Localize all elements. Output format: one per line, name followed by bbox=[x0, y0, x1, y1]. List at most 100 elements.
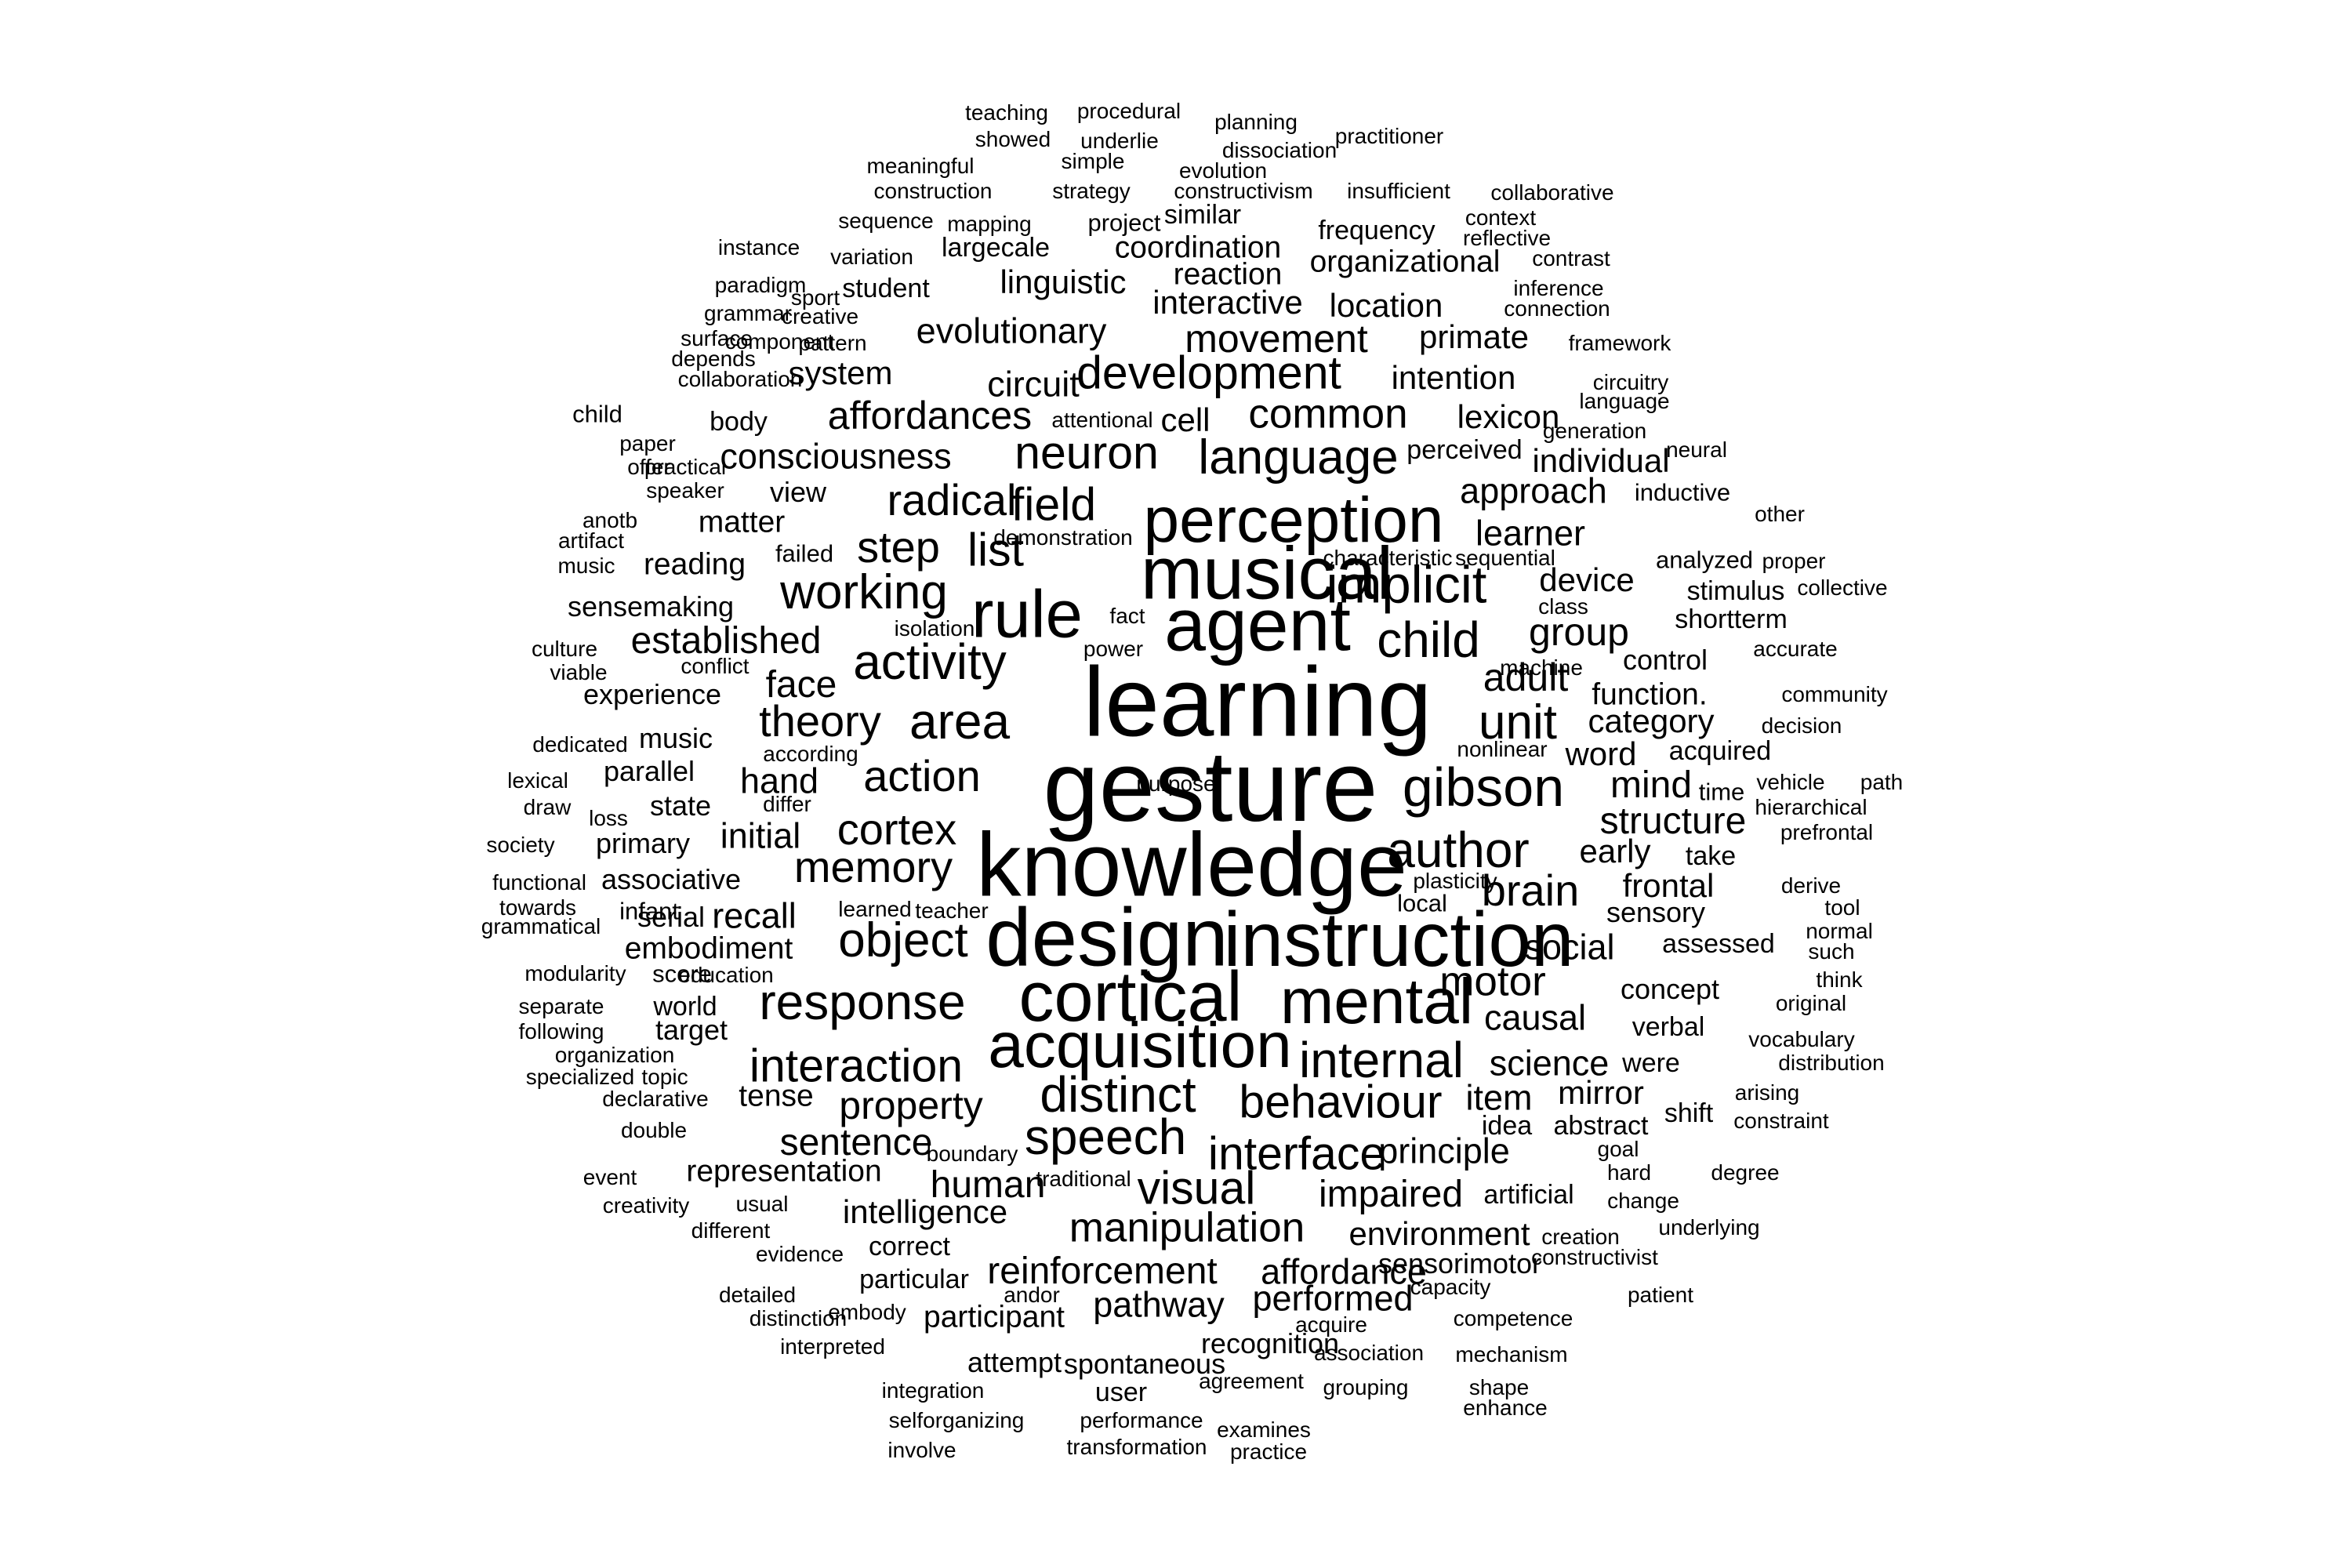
word: vocabulary bbox=[1748, 1027, 1855, 1051]
word: acquired bbox=[1668, 736, 1772, 766]
word: planning bbox=[1214, 110, 1298, 134]
word: response bbox=[759, 974, 966, 1030]
word: surface bbox=[681, 326, 753, 350]
word: loss bbox=[589, 806, 628, 830]
word: music bbox=[557, 554, 615, 578]
word: acquire bbox=[1295, 1312, 1367, 1337]
word: competence bbox=[1453, 1306, 1573, 1330]
word: behaviour bbox=[1239, 1076, 1443, 1128]
word: collaboration bbox=[677, 367, 803, 391]
word: representation bbox=[686, 1154, 882, 1189]
word: original bbox=[1775, 991, 1847, 1015]
word: were bbox=[1622, 1048, 1680, 1078]
word: view bbox=[769, 476, 827, 508]
word: infant bbox=[619, 897, 679, 925]
word: isolation bbox=[894, 616, 975, 641]
word: design bbox=[985, 891, 1229, 984]
word: frequency bbox=[1318, 216, 1436, 245]
word: local bbox=[1397, 889, 1447, 917]
word: common bbox=[1248, 390, 1408, 437]
word: individual bbox=[1532, 442, 1670, 479]
word: visual bbox=[1137, 1162, 1256, 1214]
word: circuit bbox=[987, 364, 1080, 405]
word: field bbox=[1011, 478, 1097, 531]
word: consciousness bbox=[720, 436, 952, 477]
word: gibson bbox=[1402, 757, 1565, 818]
word: neural bbox=[1666, 437, 1727, 462]
word: demonstration bbox=[993, 525, 1133, 550]
word: dedicated bbox=[532, 732, 628, 757]
word: development bbox=[1076, 347, 1341, 399]
word: paper bbox=[619, 431, 676, 456]
word: category bbox=[1588, 702, 1715, 739]
word: location bbox=[1329, 287, 1443, 324]
word: speaker bbox=[646, 478, 724, 503]
word: purpose bbox=[1136, 771, 1216, 796]
word: teaching bbox=[965, 100, 1048, 125]
word: similar bbox=[1163, 200, 1242, 230]
word: user bbox=[1094, 1377, 1148, 1407]
word: perception bbox=[1143, 485, 1444, 556]
word: sensory bbox=[1606, 896, 1706, 928]
word: embody bbox=[828, 1300, 906, 1324]
word: sentence bbox=[779, 1122, 933, 1163]
word: shape bbox=[1468, 1375, 1530, 1399]
word: principle bbox=[1378, 1131, 1510, 1171]
word: motor bbox=[1439, 958, 1546, 1005]
word: social bbox=[1524, 927, 1615, 967]
word: mapping bbox=[947, 212, 1032, 236]
word: think bbox=[1816, 967, 1863, 992]
word: shortterm bbox=[1675, 604, 1788, 634]
word: interaction bbox=[749, 1040, 964, 1092]
word: event bbox=[583, 1165, 637, 1189]
word: nonlinear bbox=[1457, 737, 1548, 761]
word: lexicon bbox=[1457, 398, 1560, 435]
word: variation bbox=[830, 245, 913, 269]
word: topic bbox=[641, 1065, 688, 1089]
word: class bbox=[1538, 594, 1588, 619]
word: verbal bbox=[1632, 1012, 1705, 1042]
word: distribution bbox=[1778, 1051, 1885, 1075]
word: tense bbox=[739, 1079, 814, 1113]
word: education bbox=[678, 963, 774, 987]
word: functional bbox=[492, 870, 586, 895]
word: attentional bbox=[1051, 408, 1153, 432]
word: acquisition bbox=[988, 1010, 1292, 1081]
word: conflict bbox=[681, 654, 750, 678]
word: initial bbox=[720, 815, 801, 856]
word: internal bbox=[1299, 1032, 1464, 1088]
word: analyzed bbox=[1655, 546, 1754, 574]
word: learned bbox=[838, 897, 912, 921]
word: practice bbox=[1229, 1439, 1308, 1464]
word: sequence bbox=[838, 209, 934, 233]
word: author bbox=[1387, 822, 1530, 878]
word: idea bbox=[1481, 1111, 1533, 1141]
word: intention bbox=[1391, 359, 1516, 396]
word: towards bbox=[499, 895, 577, 920]
word: specialized bbox=[525, 1065, 635, 1089]
word: system bbox=[788, 354, 893, 391]
word: activity bbox=[853, 633, 1007, 690]
word: declarative bbox=[602, 1087, 709, 1111]
word: community bbox=[1781, 682, 1888, 706]
word: proper bbox=[1762, 549, 1826, 573]
word: instance bbox=[717, 235, 800, 260]
word: knowledge bbox=[976, 815, 1407, 916]
word: environment bbox=[1348, 1215, 1530, 1252]
word: component bbox=[724, 329, 834, 354]
word: neuron bbox=[1014, 426, 1159, 479]
word: radical bbox=[887, 475, 1017, 524]
word: underlying bbox=[1658, 1215, 1760, 1240]
word: degree bbox=[1711, 1160, 1780, 1185]
word: creation bbox=[1541, 1225, 1620, 1249]
word: mental bbox=[1279, 966, 1474, 1037]
word: object bbox=[838, 913, 968, 967]
word: sequential bbox=[1455, 546, 1555, 570]
word: reflective bbox=[1462, 226, 1552, 250]
word: step bbox=[857, 522, 940, 572]
word: following bbox=[518, 1019, 604, 1044]
word: depends bbox=[671, 347, 756, 371]
word: culture bbox=[531, 637, 598, 661]
word: performance bbox=[1080, 1408, 1203, 1432]
